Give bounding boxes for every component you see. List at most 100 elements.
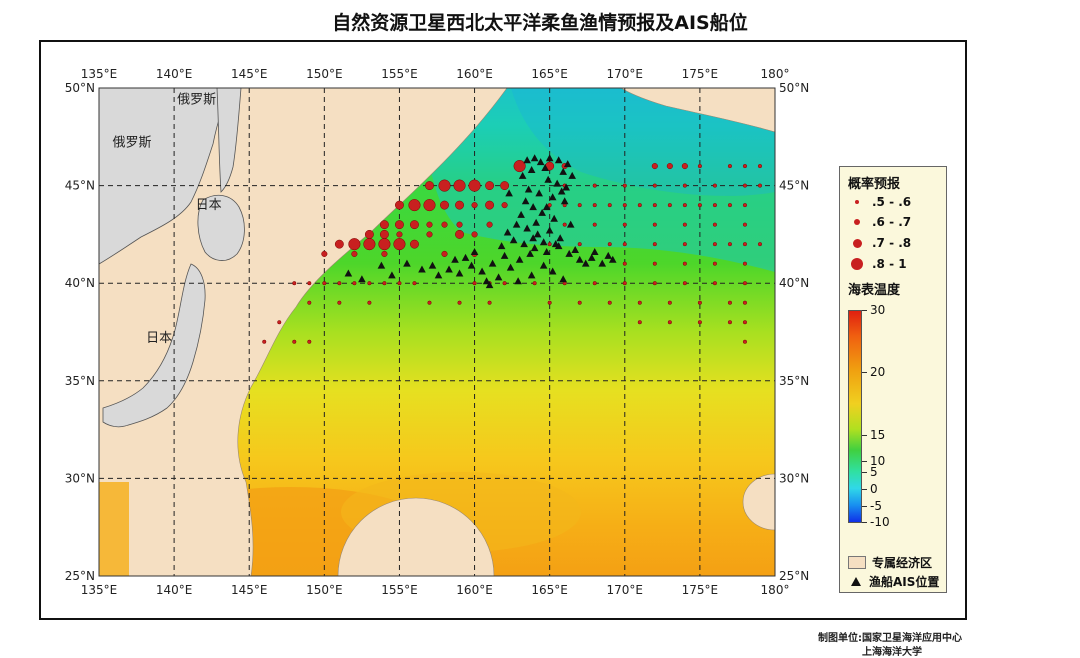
probability-point (667, 203, 672, 208)
lon-tick-label-bottom: 140°E (156, 583, 193, 597)
ais-point (530, 154, 539, 162)
ais-point (434, 271, 443, 279)
probability-point (637, 203, 642, 208)
probability-point (622, 281, 627, 286)
probability-point (577, 203, 582, 208)
ais-point (562, 183, 570, 191)
ais-point (485, 281, 494, 289)
probability-point (712, 261, 717, 266)
probability-point (337, 300, 342, 305)
ais-point (506, 263, 515, 271)
probability-point (423, 199, 436, 212)
probability-point (472, 281, 477, 286)
place-label: 日本 (196, 198, 222, 213)
lon-tick-label-top: 160°E (456, 67, 493, 81)
ais-point (509, 236, 518, 244)
probability-point (455, 200, 464, 210)
probability-point (712, 281, 717, 286)
probability-point (382, 281, 387, 286)
probability-point (485, 200, 495, 210)
ais-point (575, 255, 584, 263)
ais-point (541, 164, 549, 172)
sst-colorbar-label: 10 (870, 454, 886, 468)
lon-tick-label-top: 150°E (306, 67, 343, 81)
probability-point (410, 220, 419, 230)
probability-point (727, 242, 732, 247)
ais-point (548, 193, 557, 201)
probability-point (622, 183, 627, 188)
lon-tick-label-bottom: 145°E (231, 583, 268, 597)
ais-point (451, 255, 459, 263)
ais-point (548, 267, 557, 275)
ais-point (560, 197, 569, 205)
probability-point (727, 320, 732, 325)
probability-point (410, 239, 419, 249)
probability-point (307, 339, 312, 344)
ais-point (556, 234, 564, 242)
ais-point (461, 253, 470, 261)
probability-point (607, 242, 612, 247)
sst-colorbar-tick (862, 310, 867, 311)
probability-point (396, 231, 403, 238)
ais-point (535, 189, 543, 197)
ais-vessel-points (344, 154, 617, 289)
legend-prob-class-1: .5 - .6 (848, 193, 911, 211)
ais-point (553, 179, 561, 187)
probability-point (637, 300, 642, 305)
ais-point (518, 171, 527, 179)
ais-point (545, 154, 554, 162)
lat-tick-label-right: 35°N (779, 374, 809, 388)
probability-point (742, 261, 748, 266)
ais-point (566, 220, 575, 228)
probability-point (727, 164, 732, 169)
eez-swatch-icon (848, 555, 866, 569)
probability-point (468, 179, 481, 192)
sst-colorbar-tick (862, 372, 867, 373)
sst-colorbar-label: -10 (870, 515, 890, 529)
probability-point (577, 300, 582, 305)
triangle-icon (851, 576, 861, 586)
probability-point (381, 250, 388, 257)
probability-point (742, 222, 748, 227)
probability-point (408, 199, 421, 212)
ais-point (542, 203, 551, 211)
place-label: 俄罗斯 (113, 136, 152, 151)
probability-point (742, 242, 748, 247)
ais-point (539, 238, 548, 246)
ais-point (581, 259, 590, 267)
probability-point (397, 281, 402, 286)
probability-point (348, 238, 361, 251)
map-svg: 135°E 135°E 140°E 140°E 145°E 145°E 150°E 150°E… (65, 67, 810, 597)
legend-eez: 专属经济区 (848, 553, 932, 571)
sst-colorbar-label: -5 (870, 499, 882, 513)
lat-tick-label-right: 30°N (779, 471, 809, 485)
probability-point (757, 164, 763, 169)
probability-point (438, 179, 451, 192)
probability-point (592, 222, 597, 227)
ais-point (530, 244, 539, 252)
probability-point (682, 183, 687, 188)
probability-point (592, 183, 597, 188)
ais-point (563, 160, 572, 168)
lon-tick-label-top: 175°E (682, 67, 719, 81)
probability-point (727, 203, 732, 208)
probability-point (592, 281, 597, 286)
eez-region-island (337, 497, 495, 576)
probability-point (426, 221, 433, 228)
sst-colorbar-label: 5 (870, 465, 878, 479)
probability-point (426, 231, 433, 238)
probability-point (277, 320, 282, 325)
probability-point (292, 281, 297, 286)
eez-region-north (620, 88, 775, 133)
ais-point (478, 267, 486, 275)
ais-point (604, 251, 613, 259)
ais-point (523, 224, 531, 232)
probability-point (487, 300, 492, 305)
probability-point (667, 300, 672, 305)
ais-point (524, 185, 533, 193)
legend-ais: 渔船AIS位置 (848, 572, 939, 590)
probability-point (622, 242, 627, 247)
ais-point (545, 226, 554, 234)
probability-point (513, 160, 526, 173)
legend-prob-class-3: .7 - .8 (848, 234, 911, 252)
